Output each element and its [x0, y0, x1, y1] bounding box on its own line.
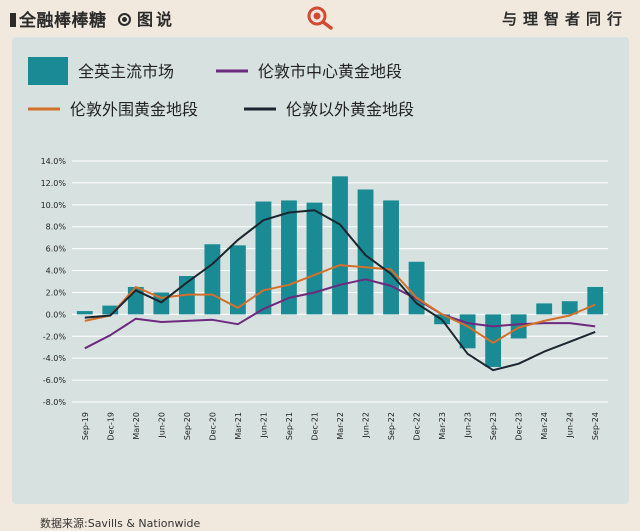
bar — [383, 200, 399, 315]
y-tick-label: -4.0% — [43, 354, 67, 363]
x-tick-label: Sep-19 — [81, 412, 90, 440]
legend-swatch-bar — [28, 57, 68, 85]
x-tick-label: Dec-20 — [208, 412, 217, 441]
bar — [561, 301, 578, 315]
x-tick-label: Jun-24 — [566, 412, 575, 439]
bar — [229, 245, 246, 315]
y-tick-label: 12.0% — [41, 179, 67, 188]
x-tick-label: Sep-21 — [285, 412, 294, 440]
search-icon — [307, 6, 333, 30]
source-note: 数据来源:Savills & Nationwide — [40, 517, 201, 530]
x-tick-label: Dec-21 — [310, 412, 319, 441]
bar — [485, 314, 502, 367]
legend-label: 全英主流市场 — [78, 62, 174, 81]
bar — [587, 286, 604, 315]
bar — [255, 201, 272, 315]
brand-name: 全融棒棒糖 — [19, 11, 107, 31]
section-tag: 图说 — [118, 6, 175, 30]
x-tick-label: Jun-22 — [362, 412, 371, 439]
y-tick-label: 10.0% — [41, 201, 67, 210]
brand-logo: 全融棒棒糖 — [10, 6, 107, 31]
x-tick-label: Jun-20 — [157, 412, 166, 439]
bar — [536, 303, 553, 315]
brand-mark-icon — [10, 13, 16, 27]
y-tick-label: 4.0% — [46, 267, 67, 276]
x-tick-label: Dec-19 — [106, 412, 115, 441]
x-tick-label: Jun-23 — [464, 412, 473, 439]
x-tick-label: Mar-23 — [438, 412, 447, 440]
x-tick-label: Mar-20 — [132, 412, 141, 440]
y-tick-label: 0.0% — [46, 310, 67, 319]
bar — [459, 314, 476, 349]
x-tick-label: Dec-23 — [515, 412, 524, 441]
bar — [76, 311, 93, 315]
chart-panel: 全英主流市场 伦敦市中心黄金地段伦敦外围黄金地段 伦敦以外黄金地段 -8.0% -6.0… — [12, 37, 629, 530]
bar — [510, 314, 527, 339]
y-tick-label: 6.0% — [46, 245, 67, 254]
bar — [332, 176, 348, 315]
line-central-london — [84, 278, 596, 350]
slogan: 与理智者同行 — [501, 10, 628, 28]
bar — [357, 189, 374, 315]
y-tick-label: 2.0% — [46, 288, 67, 297]
line-outside-london — [84, 209, 596, 372]
x-tick-label: Jun-21 — [259, 412, 268, 439]
top-bar: 全融棒棒糖 图说 与理智者同行 — [0, 0, 640, 34]
y-tick-label: -2.0% — [43, 332, 67, 341]
section-label: 图说 — [137, 10, 176, 29]
bar — [204, 244, 221, 315]
x-tick-label: Sep-23 — [489, 412, 498, 440]
x-tick-label: Dec-22 — [413, 412, 422, 441]
x-tick-label: Sep-22 — [387, 412, 396, 440]
bar — [306, 202, 323, 315]
x-tick-label: Mar-22 — [336, 412, 345, 440]
target-icon — [118, 13, 131, 26]
y-tick-label: 14.0% — [41, 157, 67, 166]
y-tick-label: -6.0% — [43, 376, 67, 385]
legend-label: 伦敦市中心黄金地段 — [258, 62, 402, 81]
y-tick-label: -8.0% — [43, 398, 67, 407]
legend-label: 伦敦以外黄金地段 — [286, 100, 414, 119]
x-tick-label: Sep-24 — [591, 412, 600, 440]
y-tick-label: 8.0% — [46, 223, 67, 232]
x-tick-label: Mar-24 — [540, 412, 549, 440]
x-tick-label: Sep-20 — [183, 412, 192, 440]
x-tick-label: Mar-21 — [234, 412, 243, 440]
bar — [102, 305, 119, 315]
legend-label: 伦敦外围黄金地段 — [70, 100, 198, 119]
